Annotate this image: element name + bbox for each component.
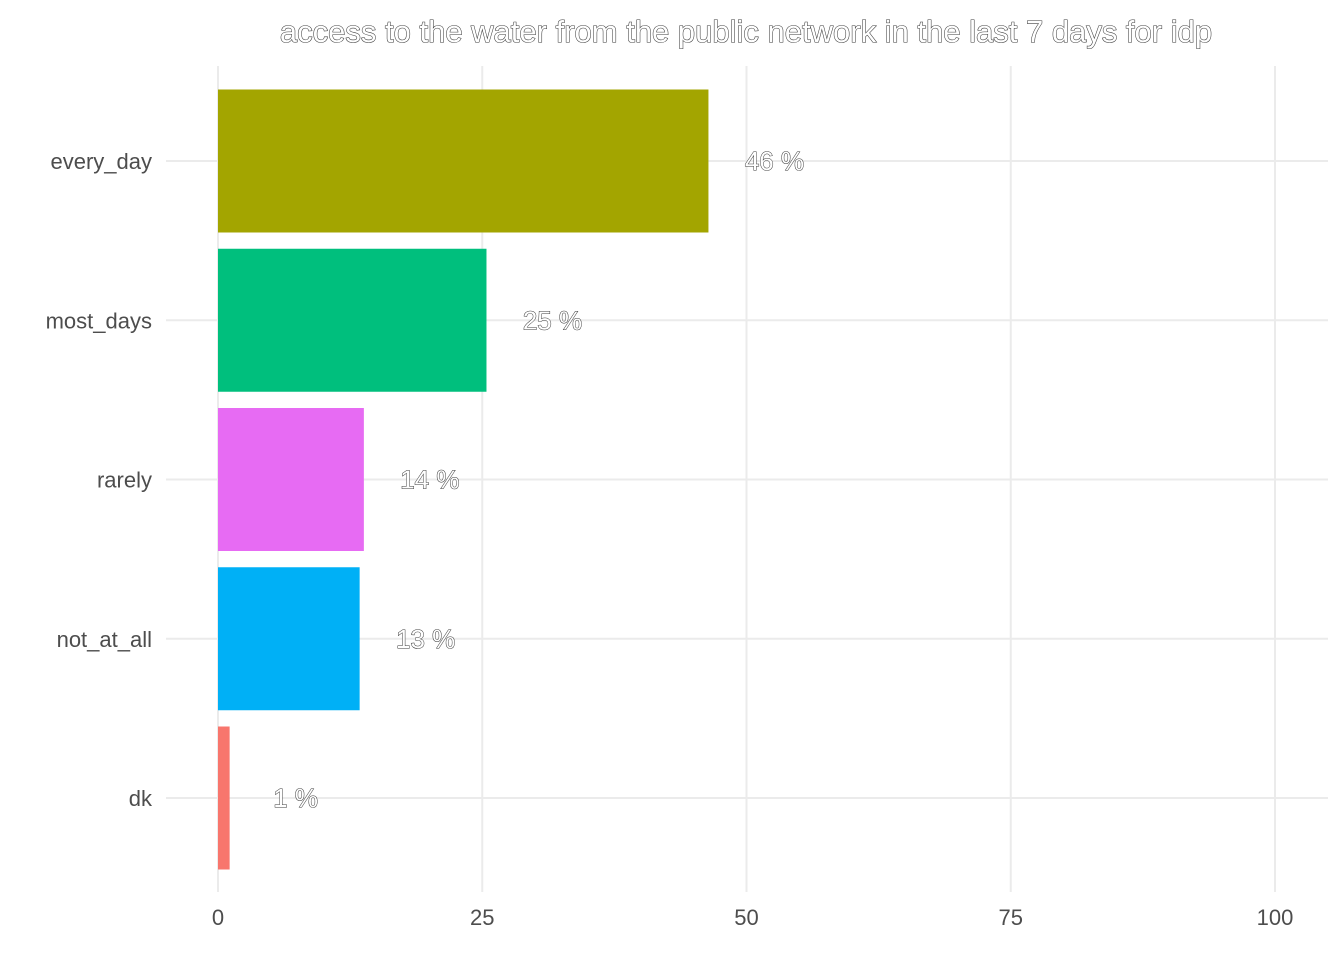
bar-not-at-all (218, 567, 360, 711)
bar-most-days (218, 248, 487, 392)
y-tick-label: not_at_all (57, 627, 152, 652)
data-label: 46 % (745, 146, 804, 176)
bars (218, 89, 709, 870)
bar-every-day (218, 89, 709, 233)
data-label: 14 % (400, 465, 459, 495)
x-tick-label: 100 (1257, 905, 1294, 930)
y-tick-label: every_day (50, 149, 152, 174)
bar-rarely (218, 408, 364, 551)
x-axis-labels: 0 25 50 75 100 (212, 905, 1293, 930)
data-labels: 46 % 25 % 14 % 13 % 1 % (273, 146, 805, 814)
data-label: 1 % (273, 783, 318, 813)
y-tick-label: dk (129, 786, 153, 811)
x-tick-label: 75 (999, 905, 1023, 930)
bar-dk (218, 726, 230, 870)
x-tick-label: 50 (734, 905, 758, 930)
data-label: 13 % (396, 624, 455, 654)
y-tick-label: rarely (97, 468, 152, 493)
data-label: 25 % (523, 305, 582, 335)
y-tick-label: most_days (46, 308, 152, 333)
x-tick-label: 25 (470, 905, 494, 930)
chart-title: access to the water from the public netw… (280, 14, 1212, 49)
x-tick-label: 0 (212, 905, 224, 930)
